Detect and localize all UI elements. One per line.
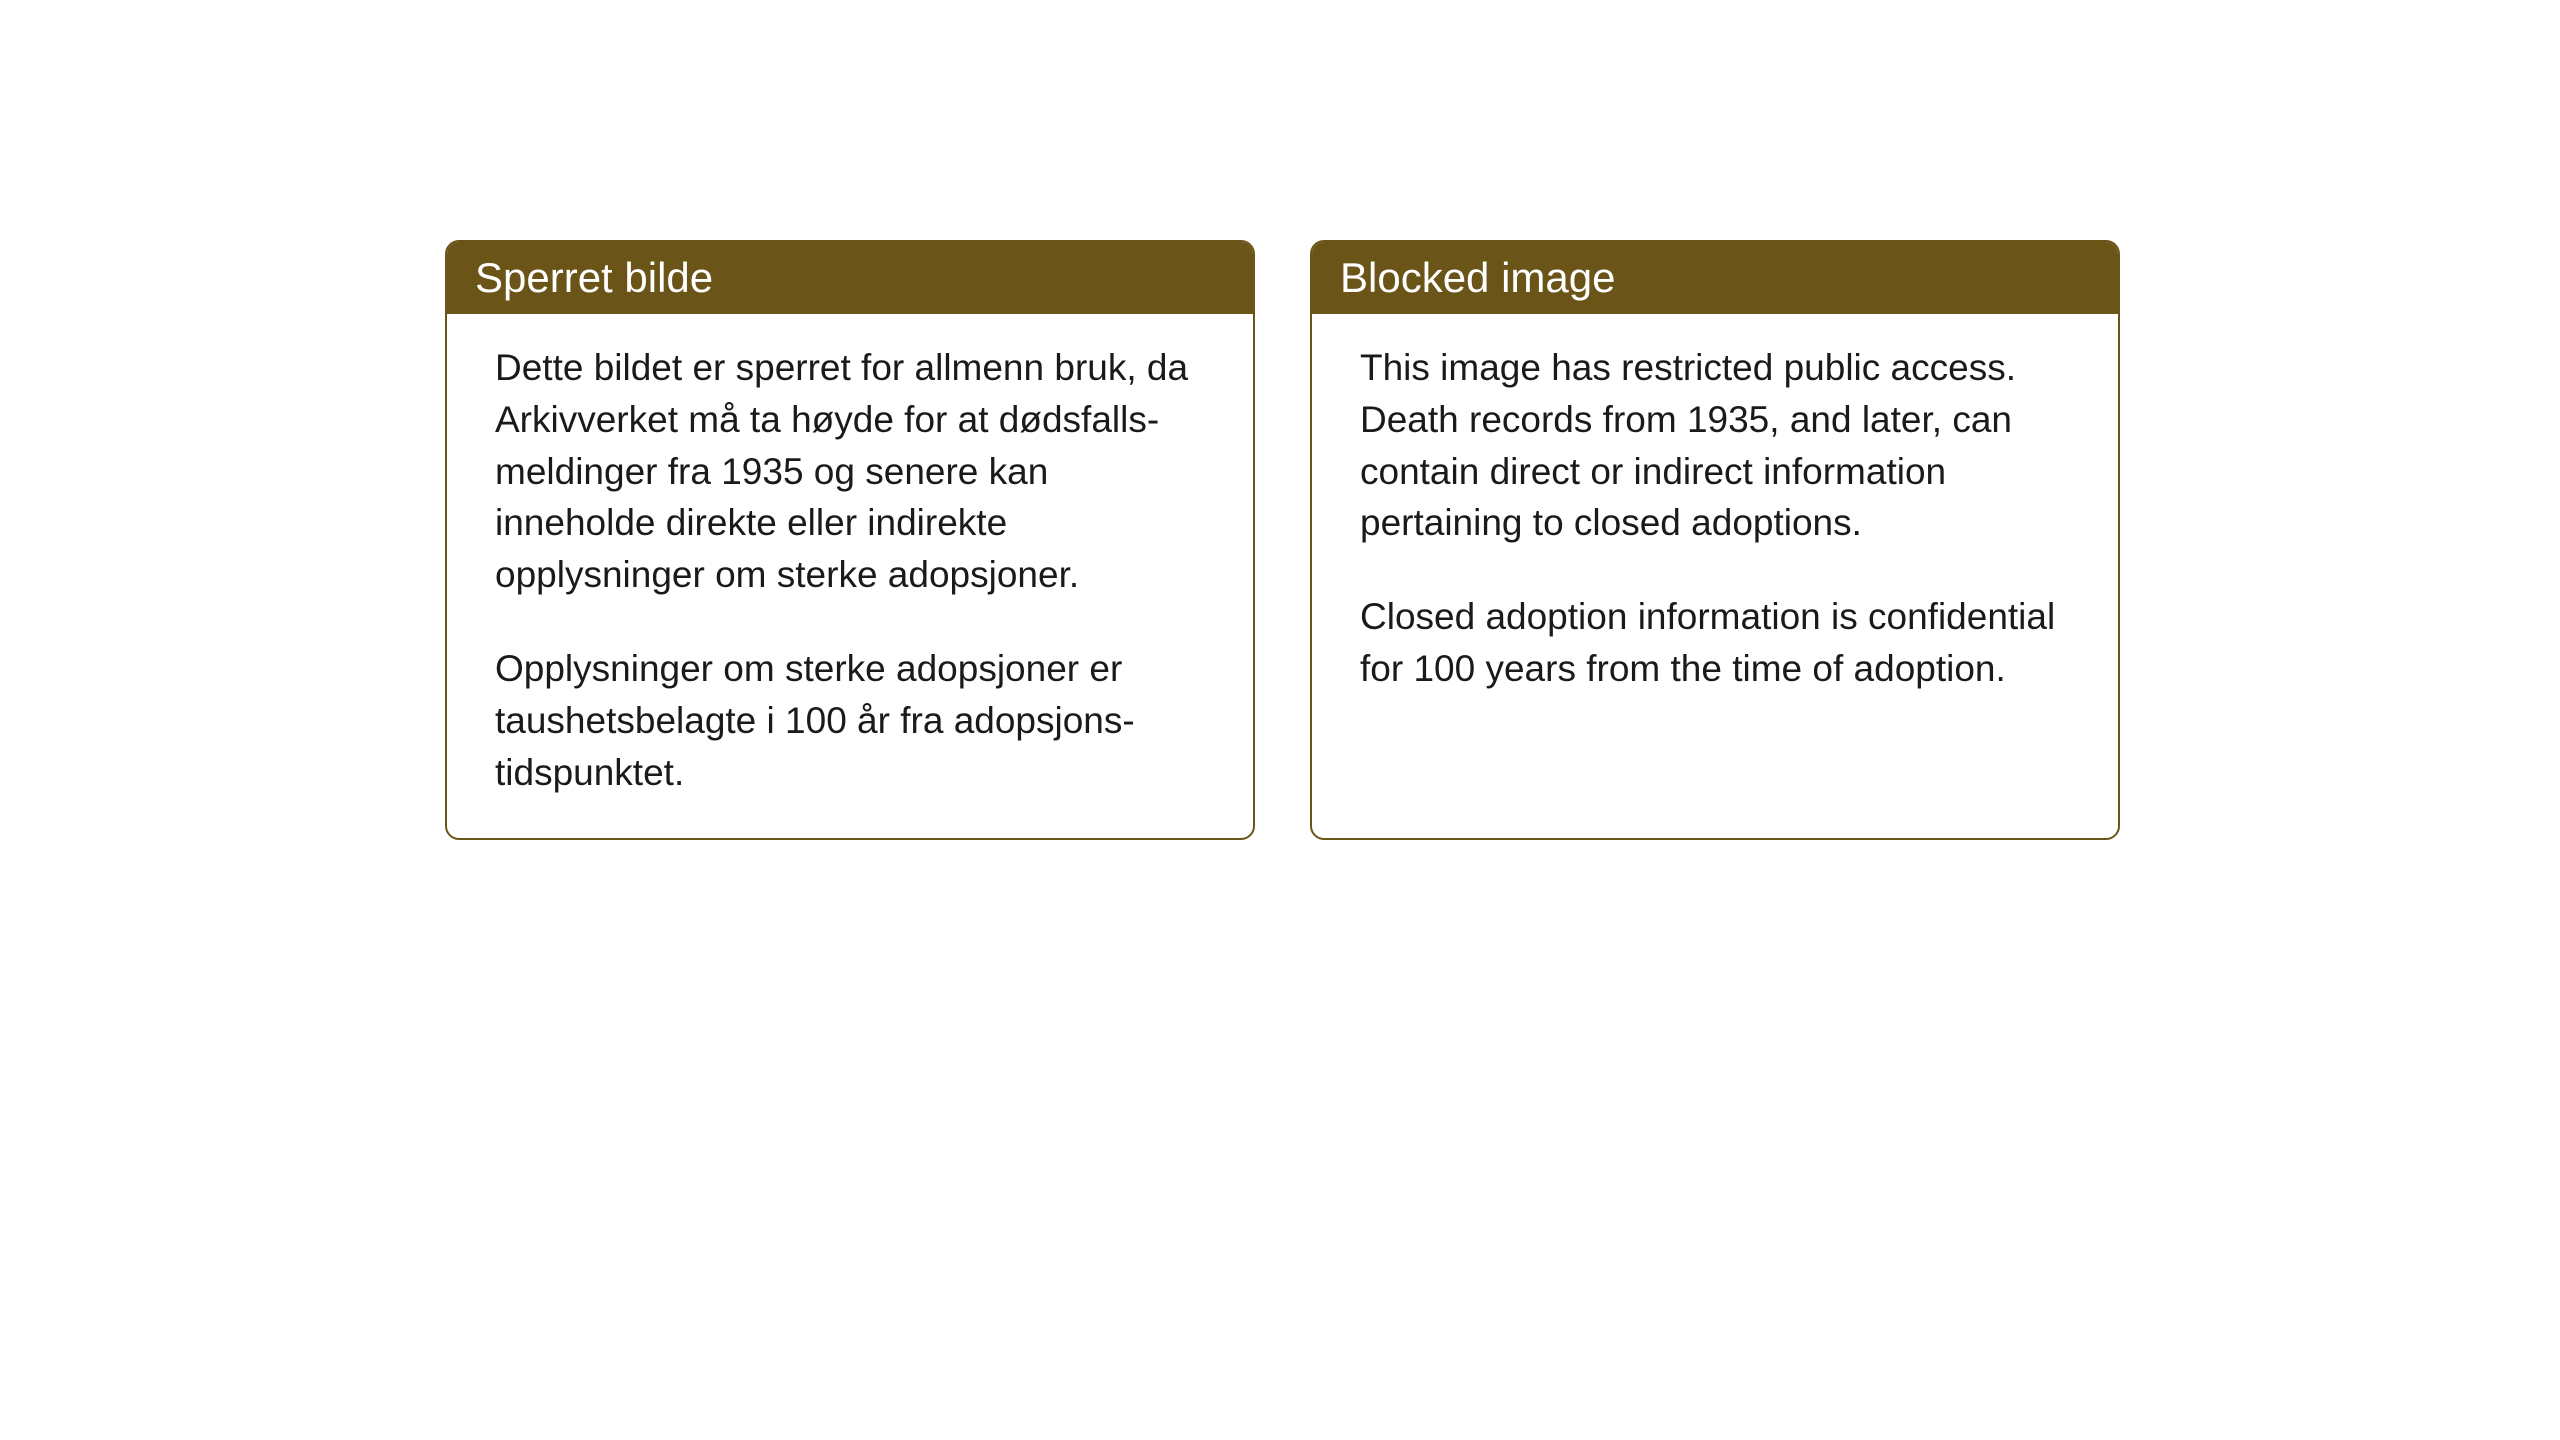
norwegian-card-body: Dette bildet er sperret for allmenn bruk… [447,314,1253,838]
english-card-body: This image has restricted public access.… [1312,314,2118,735]
norwegian-paragraph-2: Opplysninger om sterke adopsjoner er tau… [495,643,1205,798]
norwegian-notice-card: Sperret bilde Dette bildet er sperret fo… [445,240,1255,840]
notice-container: Sperret bilde Dette bildet er sperret fo… [445,240,2120,840]
norwegian-card-title: Sperret bilde [447,242,1253,314]
english-paragraph-1: This image has restricted public access.… [1360,342,2070,549]
english-card-title: Blocked image [1312,242,2118,314]
english-notice-card: Blocked image This image has restricted … [1310,240,2120,840]
english-paragraph-2: Closed adoption information is confident… [1360,591,2070,695]
norwegian-paragraph-1: Dette bildet er sperret for allmenn bruk… [495,342,1205,601]
